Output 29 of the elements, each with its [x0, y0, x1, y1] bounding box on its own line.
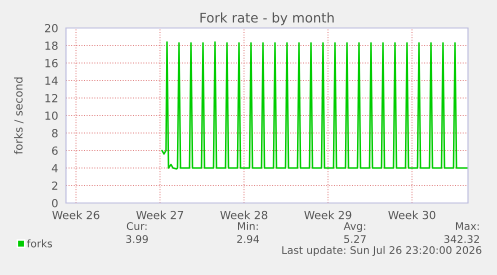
y-tick-label: 10 [45, 111, 58, 120]
text: Last update: Sun Jul 26 23:20:00 2026 [282, 246, 482, 256]
text: Max: [456, 222, 479, 230]
text: Cur: [126, 222, 147, 230]
y-tick-label: 0 [52, 198, 58, 208]
text: 2.94 [237, 235, 260, 244]
y-tick-label: 8 [52, 128, 58, 138]
line-series [161, 41, 468, 170]
y-tick-label: 4 [52, 164, 58, 172]
y-tick-label: 18 [45, 41, 58, 50]
x-tick-label: Week 30 [388, 210, 436, 220]
text: 3.99 [126, 235, 148, 244]
text: Min: [238, 222, 258, 230]
x-tick-label: Week 28 [220, 210, 268, 220]
chart-title: Fork rate - by month [200, 12, 334, 26]
text: 342.32 [444, 235, 479, 244]
y-axis-title: forks / second [14, 78, 24, 154]
y-tick-label: 6 [52, 146, 58, 155]
y-tick-label: 2 [52, 181, 58, 190]
legend-label: forks [26, 239, 52, 248]
y-tick-label: 14 [45, 76, 58, 85]
y-tick-label: 16 [45, 58, 58, 68]
x-tick-label: Week 29 [304, 210, 352, 220]
x-tick-label: Week 26 [52, 210, 100, 220]
text: Avg: [344, 222, 366, 232]
text: 5.27 [344, 235, 366, 244]
x-tick-label: Week 27 [136, 210, 184, 220]
y-tick-label: 12 [45, 94, 58, 102]
y-tick-label: 20 [45, 24, 58, 32]
